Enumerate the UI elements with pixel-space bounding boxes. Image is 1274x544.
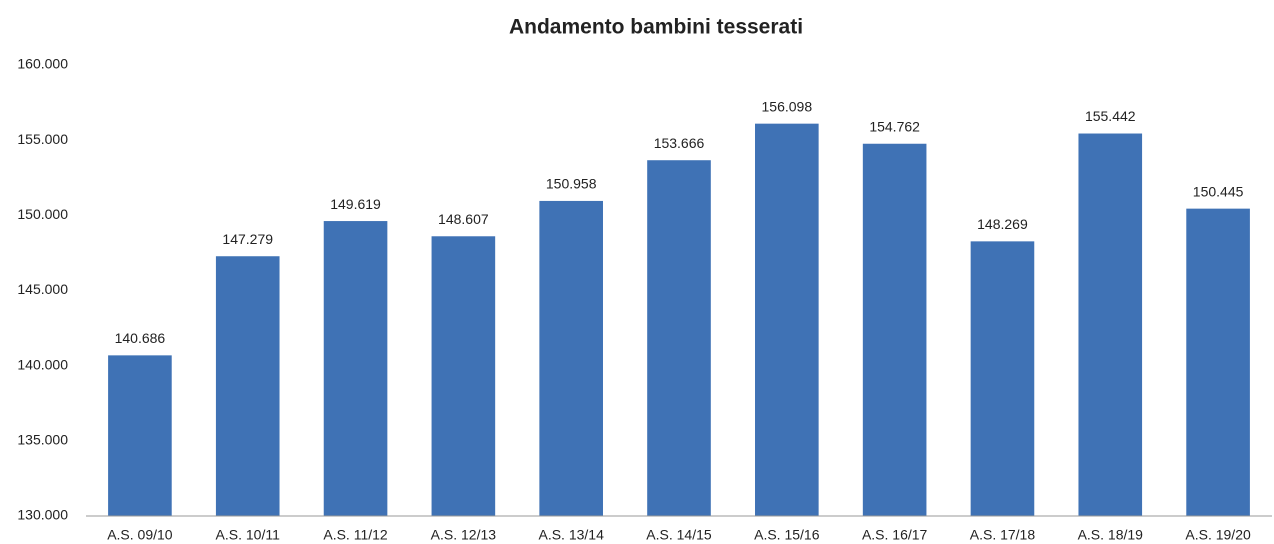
value-label: 153.666 — [654, 135, 705, 151]
x-tick-label: A.S. 10/11 — [216, 527, 281, 543]
x-tick-label: A.S. 19/20 — [1185, 527, 1251, 543]
value-label: 148.269 — [977, 216, 1028, 232]
value-label: 150.958 — [546, 176, 597, 192]
value-label: 149.619 — [330, 196, 381, 212]
x-tick-label: A.S. 15/16 — [754, 527, 820, 543]
bar — [862, 143, 927, 516]
x-tick-label: A.S. 12/13 — [431, 527, 497, 543]
bar — [755, 123, 819, 516]
x-tick-label: A.S. 14/15 — [646, 527, 712, 543]
y-tick-label: 155.000 — [17, 131, 68, 147]
y-tick-label: 150.000 — [17, 206, 68, 222]
value-label: 156.098 — [762, 98, 813, 114]
value-label: 148.607 — [438, 211, 489, 227]
y-tick-label: 130.000 — [17, 507, 68, 523]
y-tick-label: 135.000 — [17, 432, 68, 448]
y-tick-label: 160.000 — [17, 56, 68, 72]
value-label: 150.445 — [1193, 183, 1244, 199]
value-label: 155.442 — [1085, 108, 1136, 124]
x-tick-label: A.S. 18/19 — [1078, 527, 1144, 543]
value-label: 154.762 — [869, 118, 920, 134]
bar — [323, 221, 388, 516]
value-label: 147.279 — [222, 231, 273, 247]
x-tick-label: A.S. 13/14 — [538, 527, 604, 543]
y-tick-label: 145.000 — [17, 281, 68, 297]
x-tick-label: A.S. 11/12 — [323, 527, 388, 543]
bar — [970, 241, 1035, 517]
bar — [647, 160, 711, 516]
bar — [1186, 208, 1250, 516]
bar — [1078, 133, 1143, 517]
y-tick-label: 140.000 — [17, 356, 68, 372]
value-label: 140.686 — [115, 330, 166, 346]
x-tick-label: A.S. 16/17 — [862, 527, 928, 543]
bar — [108, 355, 172, 516]
chart-title: Andamento bambini tesserati — [509, 16, 803, 39]
bar — [215, 256, 280, 516]
bar — [539, 200, 603, 516]
bar — [431, 236, 496, 516]
x-tick-label: A.S. 17/18 — [970, 527, 1036, 543]
x-tick-label: A.S. 09/10 — [107, 527, 173, 543]
